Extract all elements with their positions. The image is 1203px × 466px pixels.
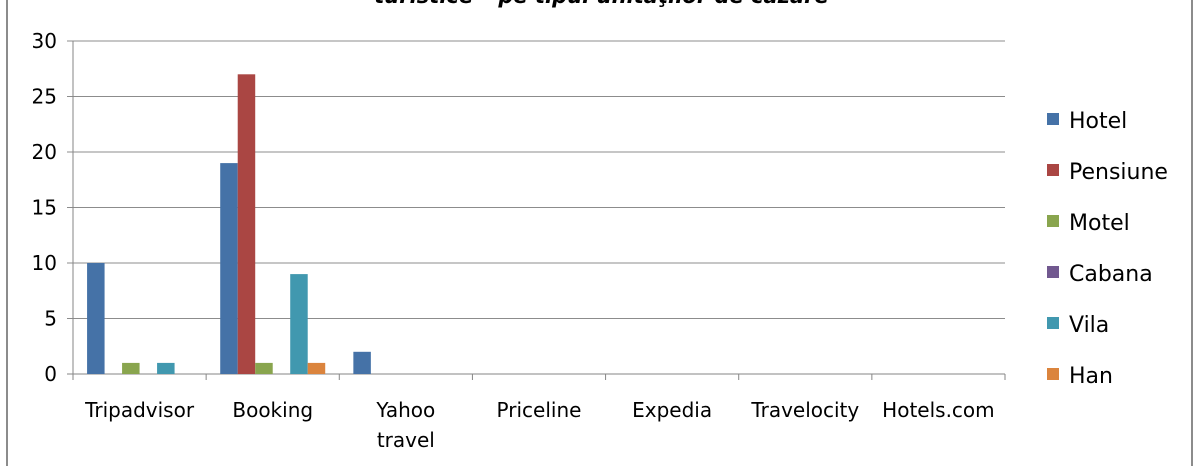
- bar: [87, 263, 105, 374]
- bar: [307, 362, 326, 374]
- x-tick-label: Expedia: [632, 398, 712, 422]
- bar: [122, 362, 140, 374]
- legend: Hotel Pensiune Motel Cabana Vila Han: [1047, 109, 1168, 389]
- x-tick-label: Booking: [232, 398, 313, 422]
- legend-label: Vila: [1069, 313, 1109, 338]
- legend-swatch: [1047, 368, 1059, 380]
- y-axis: 0 5 10 15 20 25 30: [32, 29, 74, 386]
- bar: [220, 163, 238, 374]
- bar: [255, 362, 273, 374]
- y-tick-label: 20: [32, 140, 57, 164]
- y-tick-label: 25: [32, 85, 57, 109]
- x-tick-label: Hotels.com: [882, 398, 994, 422]
- y-tick-label: 30: [32, 29, 57, 53]
- y-tick-label: 10: [32, 251, 57, 275]
- bar: [237, 74, 256, 375]
- y-tick-label: 15: [32, 196, 57, 220]
- gridlines: [67, 40, 1005, 375]
- y-tick-label: 5: [44, 307, 57, 331]
- legend-label: Han: [1069, 364, 1113, 389]
- bar: [157, 362, 175, 374]
- legend-swatch: [1047, 113, 1059, 125]
- x-axis: Tripadvisor Booking Yahoo travel Priceline Ex…: [72, 374, 1006, 452]
- legend-label: Motel: [1069, 211, 1130, 236]
- legend-swatch: [1047, 215, 1059, 227]
- legend-swatch: [1047, 164, 1059, 176]
- legend-swatch: [1047, 266, 1059, 278]
- chart-title: turistice – pe tipul unităţilor de cazar…: [0, 0, 1203, 8]
- legend-swatch: [1047, 317, 1059, 329]
- legend-label: Cabana: [1069, 262, 1153, 287]
- bar: [290, 274, 308, 374]
- y-tick-label: 0: [44, 362, 57, 386]
- x-tick-label: Yahoo: [375, 398, 435, 422]
- legend-label: Hotel: [1069, 109, 1127, 134]
- x-tick-label: travel: [377, 428, 435, 452]
- bar: [353, 351, 371, 374]
- x-tick-label: Travelocity: [750, 398, 859, 422]
- chart-frame: [6, 0, 1193, 466]
- x-tick-label: Priceline: [497, 398, 582, 422]
- x-tick-label: Tripadvisor: [84, 398, 195, 422]
- bars: [87, 74, 371, 375]
- legend-label: Pensiune: [1069, 160, 1168, 185]
